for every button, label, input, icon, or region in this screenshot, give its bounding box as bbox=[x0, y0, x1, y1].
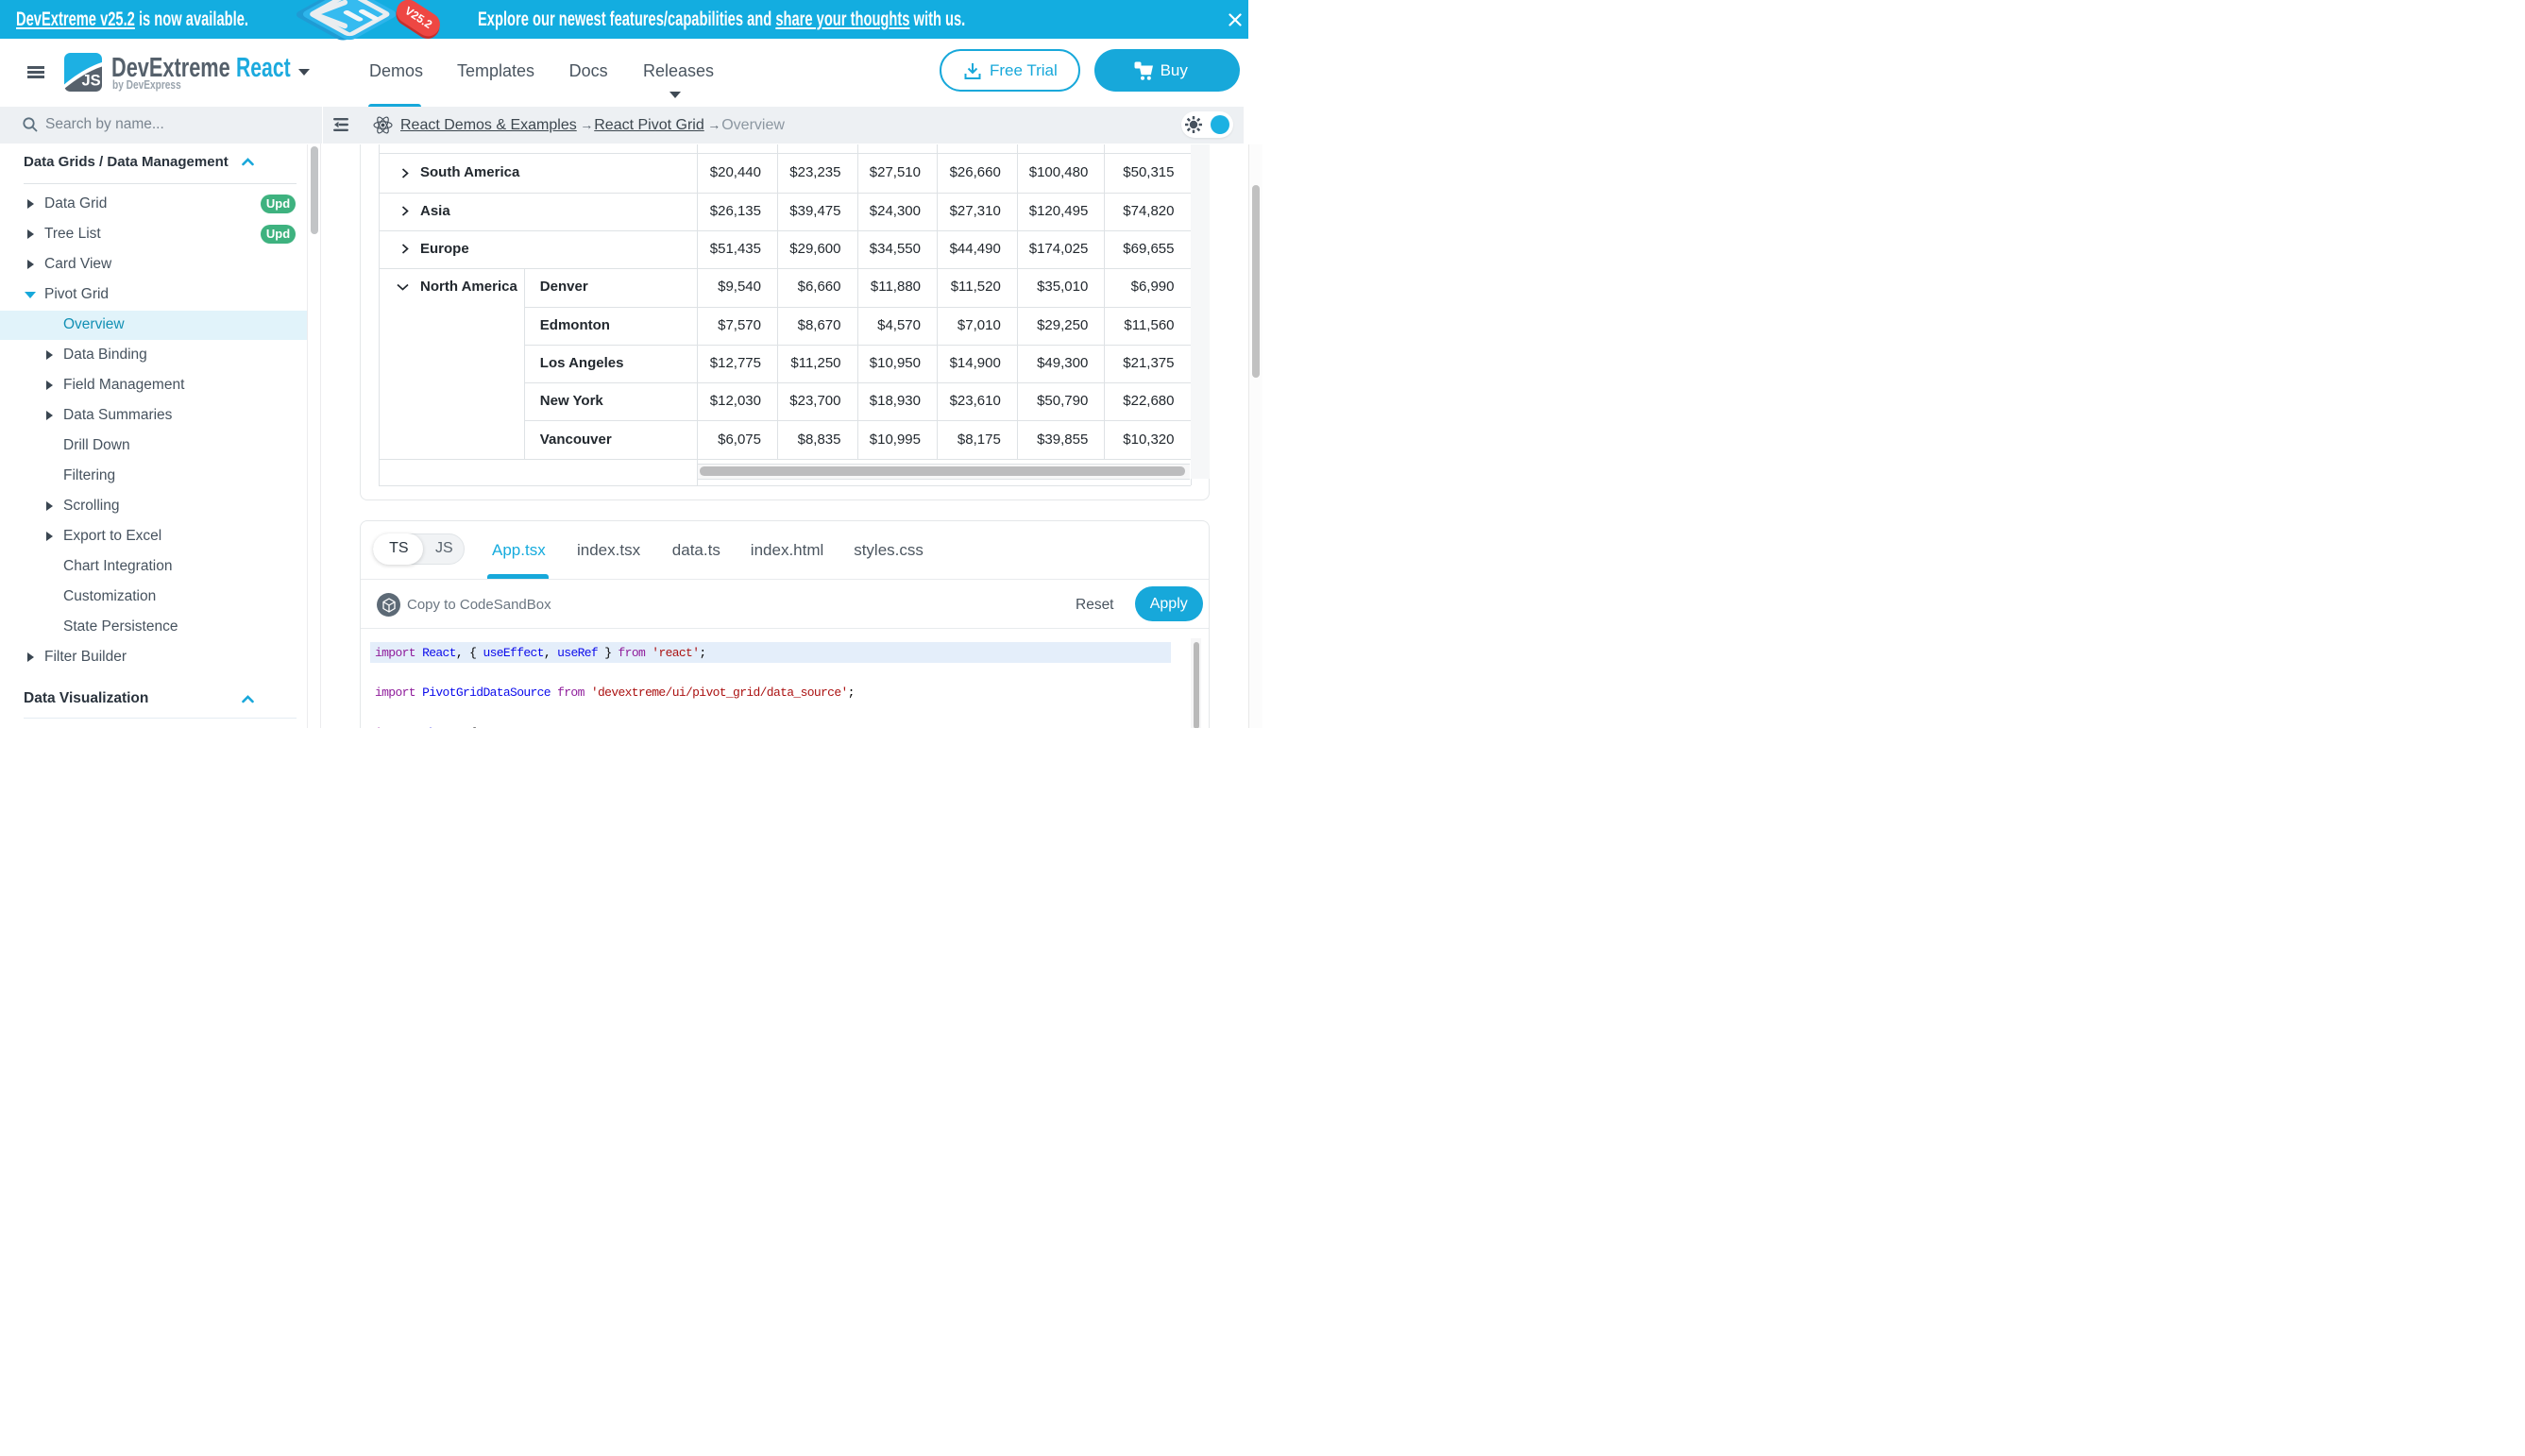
svg-text:JS: JS bbox=[82, 73, 101, 90]
